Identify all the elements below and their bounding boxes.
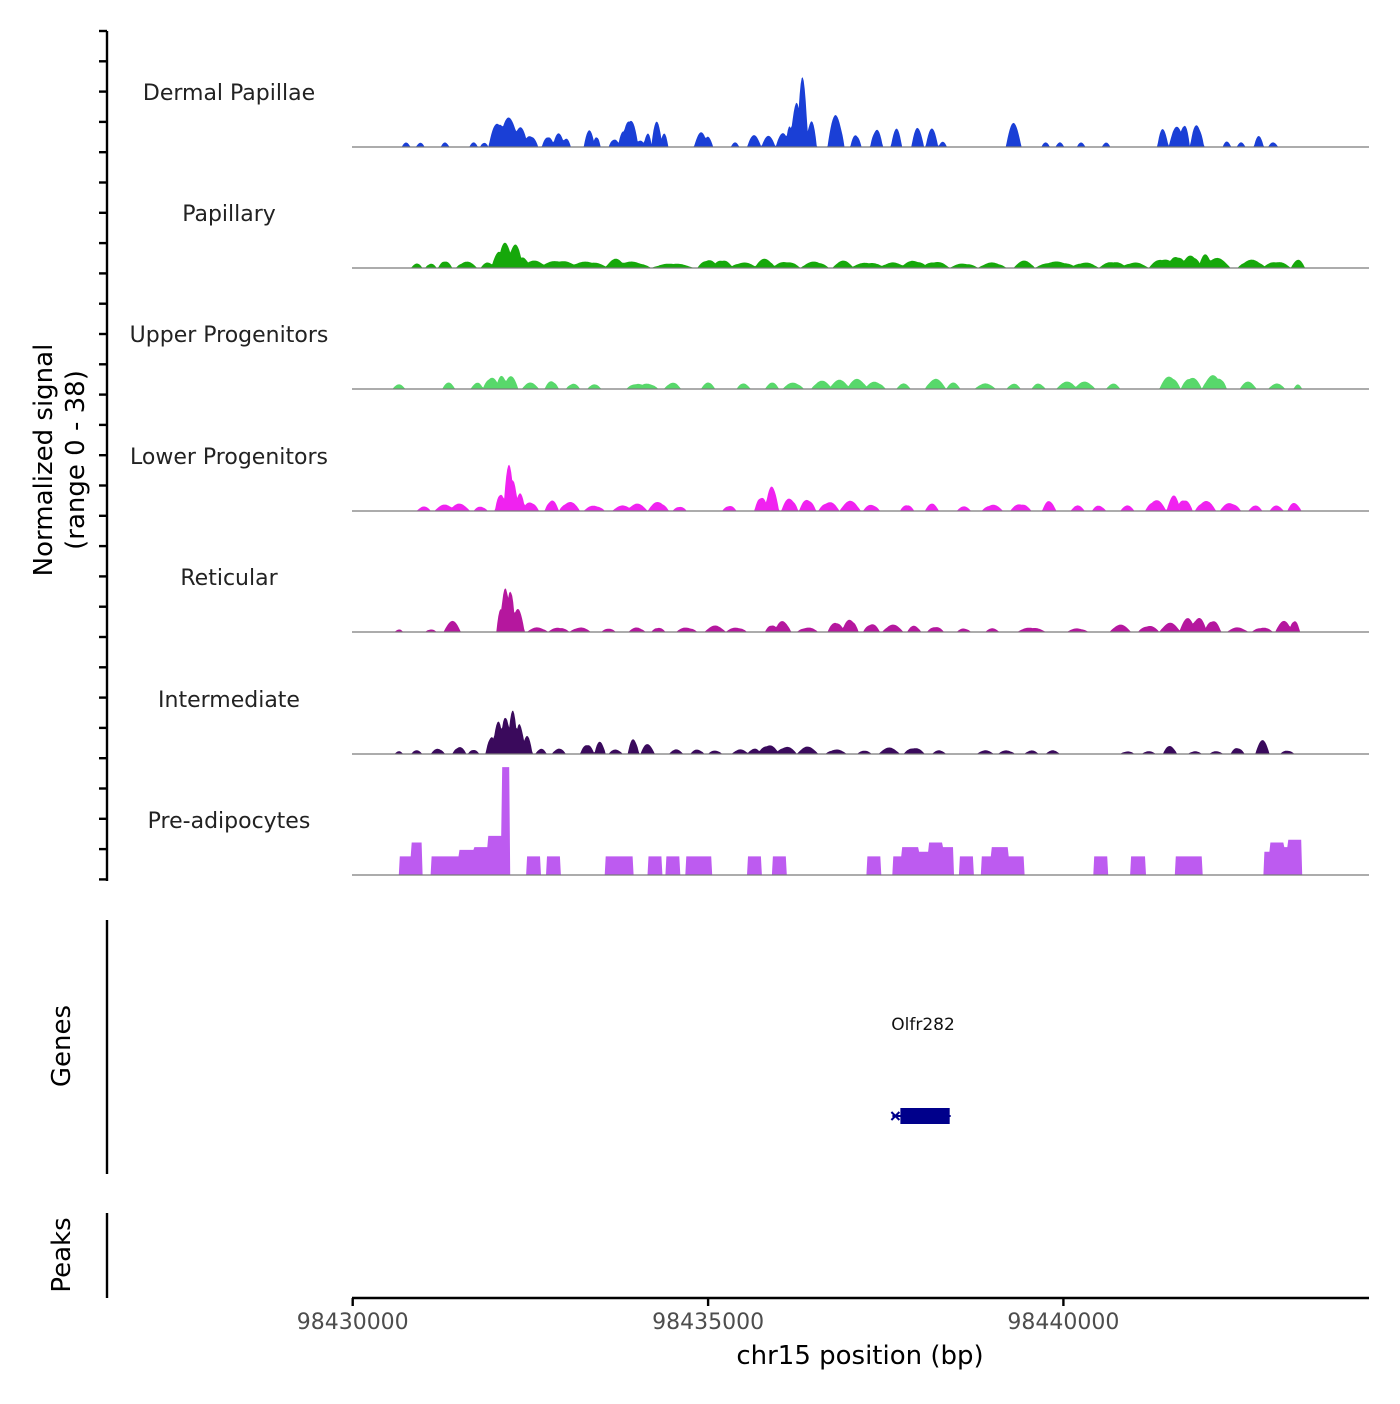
genes-track-label: Genes	[47, 1005, 77, 1087]
coverage-area	[352, 375, 1369, 389]
track-label: Intermediate	[158, 688, 300, 713]
y-axis-subtitle: (range 0 - 38)	[61, 370, 91, 550]
track-label: Upper Progenitors	[130, 323, 329, 348]
x-axis-ticks: 98430000 98435000 98440000	[297, 1298, 1119, 1335]
track-dermal-papillae: Dermal Papillae	[143, 77, 1369, 148]
track-papillary: Papillary	[182, 202, 1369, 269]
x-axis-tick-label: 98430000	[297, 1310, 409, 1335]
x-axis-tick-label: 98440000	[1007, 1310, 1119, 1335]
gene-label: Olfr282	[891, 1015, 955, 1035]
coverage-axis-ticks	[99, 29, 107, 881]
y-axis-title: Normalized signal	[29, 344, 59, 577]
gene-strand-marker	[890, 1111, 901, 1121]
track-upper-progenitors: Upper Progenitors	[130, 323, 1369, 390]
coverage-tracks: Dermal Papillae Papillary Upper Progenitor…	[130, 77, 1369, 876]
peaks-track-label: Peaks	[47, 1217, 77, 1292]
coverage-area	[352, 588, 1369, 632]
coverage-area	[352, 767, 1369, 875]
coverage-area	[352, 464, 1369, 511]
track-label: Dermal Papillae	[143, 81, 315, 106]
track-label: Pre-adipocytes	[148, 809, 311, 834]
track-lower-progenitors: Lower Progenitors	[130, 445, 1369, 512]
track-label: Lower Progenitors	[130, 445, 328, 470]
track-label: Papillary	[182, 202, 276, 227]
x-axis-tick-label: 98435000	[652, 1310, 764, 1335]
coverage-area	[352, 77, 1369, 147]
coverage-area	[352, 710, 1369, 754]
track-label: Reticular	[180, 566, 278, 591]
x-axis-title: chr15 position (bp)	[736, 1341, 983, 1371]
track-intermediate: Intermediate	[158, 688, 1369, 755]
coverage-area	[352, 242, 1369, 268]
gene-olfr282: Olfr282	[890, 1015, 955, 1124]
track-pre-adipocytes: Pre-adipocytes	[148, 767, 1369, 876]
gene-track: Olfr282	[890, 1015, 955, 1124]
track-reticular: Reticular	[180, 566, 1369, 633]
gene-exon	[900, 1108, 950, 1124]
